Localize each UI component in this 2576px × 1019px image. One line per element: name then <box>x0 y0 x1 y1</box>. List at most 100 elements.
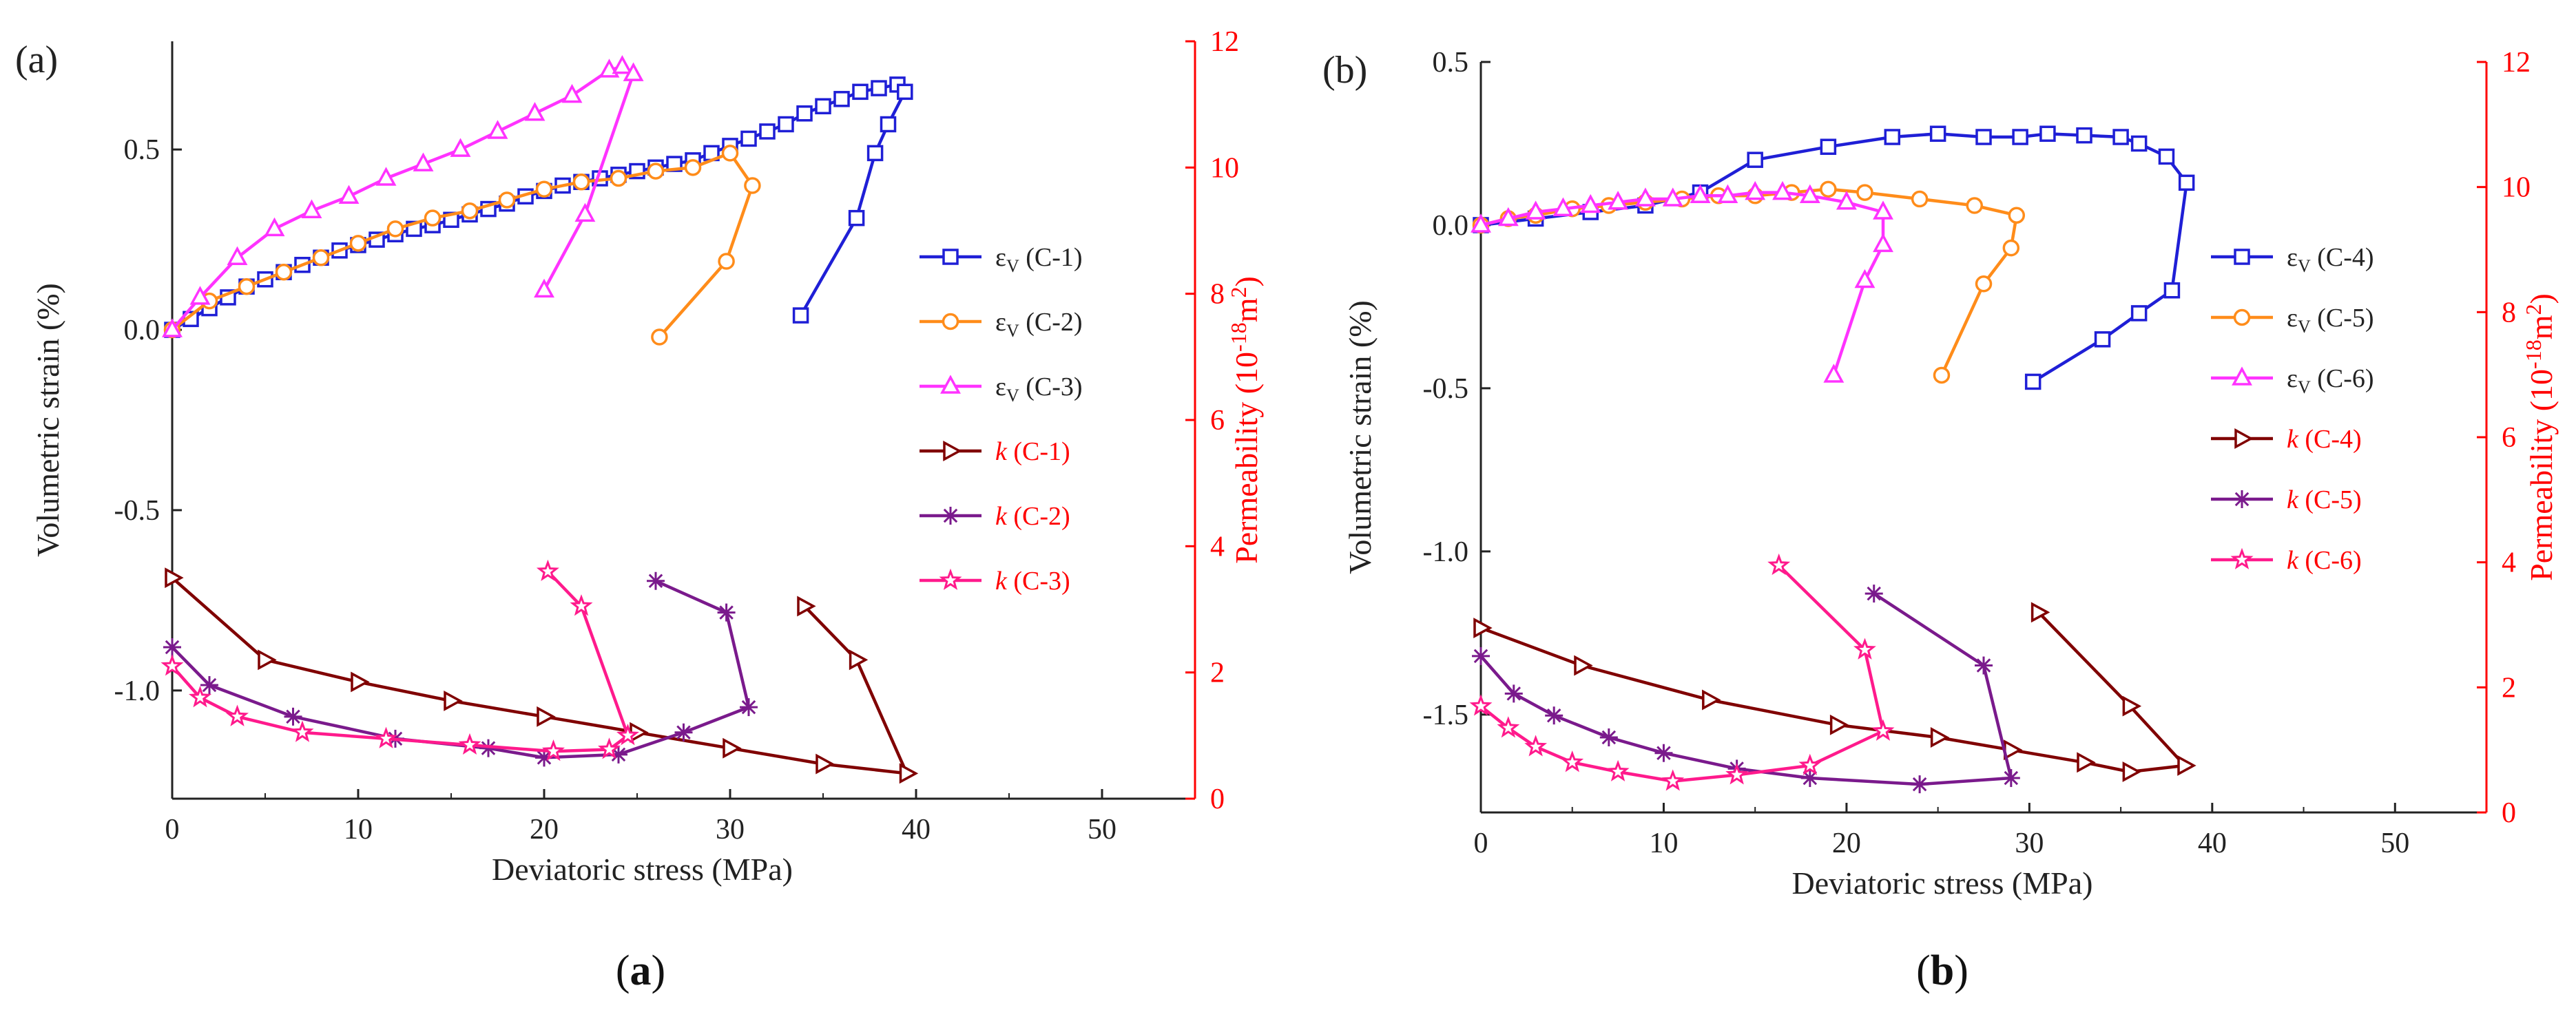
panel-b-series-3 <box>1471 180 1893 383</box>
panel-b-data-point <box>2112 129 2129 145</box>
panel-a-series-line <box>171 151 754 338</box>
panel-b-legend-marker <box>2233 308 2251 326</box>
panel-a-data-point <box>238 277 256 295</box>
panel-b-data-point <box>1767 553 1791 576</box>
panel-a-y2-tick-label: 10 <box>1210 152 1239 184</box>
panel-a-data-point <box>759 123 776 140</box>
panel-b-data-point <box>1725 763 1749 785</box>
panel-a-data-point <box>718 253 735 270</box>
panel-a-y2-tick-label: 12 <box>1210 26 1239 58</box>
panel-a-data-point <box>226 704 249 726</box>
panel-a-legend-item: k (C-2) <box>920 502 1070 531</box>
panel-a-data-point <box>815 98 831 115</box>
panel-b-data-point <box>1472 647 1490 665</box>
panel-a-legend-item: εV (C-1) <box>920 243 1083 276</box>
panel-a-data-point <box>651 328 668 346</box>
panel-b-data-point <box>1911 775 1929 794</box>
panel-a-data-point <box>880 116 897 133</box>
panel-b-data-point <box>1911 190 1929 208</box>
panel-a-y-tick-label: 0.5 <box>124 134 160 166</box>
panel-b-y2-tick-label: 6 <box>2502 422 2516 454</box>
panel-a-y2-tick-label: 4 <box>1210 531 1225 563</box>
panel-a-chart: 0 10 20 30 40 50 -1.0 -0.5 0.0 0.5 0 2 4 6 8 10 12 Deviat… <box>15 26 1264 994</box>
panel-a-data-point <box>561 83 583 103</box>
panel-a-data-point <box>375 167 397 186</box>
panel-a-data-point <box>535 180 553 198</box>
panel-a-data-point <box>424 209 442 227</box>
panel-b-legend-marker <box>2232 366 2252 386</box>
panel-b-data-point <box>1574 655 1593 676</box>
panel-b-data-point <box>1873 233 1893 253</box>
panel-b-data-point <box>2077 752 2096 773</box>
panel-b-data-point <box>1745 180 1766 200</box>
panel-b-data-point <box>2130 135 2148 152</box>
panel-a-data-point <box>816 753 835 775</box>
panel-b-data-point <box>2130 305 2148 322</box>
panel-a-data-point <box>413 152 434 171</box>
panel-b-legend-label: k (C-5) <box>2287 485 2362 514</box>
panel-b-data-point <box>2122 695 2142 717</box>
panel-b-data-point <box>1975 129 1992 145</box>
panel-b-data-point <box>1471 213 1491 233</box>
panel-b-data-point <box>2163 282 2181 299</box>
panel-b-data-point <box>1469 694 1493 716</box>
panel-b-data-point <box>1747 151 1763 168</box>
panel-a-data-point <box>899 763 919 784</box>
panel-a-data-point <box>792 307 809 324</box>
panel-a-y2-tick-label: 8 <box>1210 279 1225 311</box>
panel-a-legend-label: k (C-1) <box>995 437 1070 466</box>
panel-b-x-tick-label: 0 <box>1474 828 1488 859</box>
panel-b-data-point <box>1504 684 1523 703</box>
panel-a-legend-item: εV (C-2) <box>920 308 1083 341</box>
panel-b-data-point <box>1975 656 1993 675</box>
panel-a-legend-label: k (C-3) <box>995 567 1070 596</box>
panel-a-legend-marker <box>940 375 961 394</box>
panel-a-legend-label: εV (C-2) <box>995 308 1083 341</box>
panel-a-data-point <box>570 594 593 616</box>
panel-a-data-point <box>162 318 183 337</box>
panel-b-data-point <box>1856 184 1873 201</box>
panel-a-data-point <box>897 83 913 101</box>
panel-b-legend-item: k (C-6) <box>2211 546 2362 575</box>
panel-a-legend-marker <box>942 313 959 330</box>
panel-b-data-point <box>1800 769 1819 788</box>
panel-b-series-line <box>1479 564 1885 783</box>
panel-a-data-point <box>721 145 739 162</box>
panel-a-data-point <box>848 209 865 227</box>
panel-a-data-point <box>160 654 184 676</box>
panel-a-series-line <box>171 576 908 775</box>
panel-a-data-point <box>610 169 627 187</box>
panel-b-data-point <box>1836 191 1857 210</box>
panel-a-data-point <box>778 116 794 133</box>
panel-b-series-4 <box>1473 602 2196 782</box>
panel-b-data-point <box>1717 184 1738 204</box>
panel-a-data-point <box>866 145 884 162</box>
panel-b-data-point <box>1933 366 1951 384</box>
panel-b-data-point <box>1599 728 1618 746</box>
panel-a-data-point <box>264 217 285 237</box>
panel-b-data-point <box>1524 735 1548 757</box>
panel-b-y2-tick-label: 4 <box>2502 547 2516 579</box>
panel-b-data-point <box>1654 744 1673 762</box>
panel-a-legend-item: εV (C-3) <box>920 372 1083 406</box>
panel-a-data-point <box>574 202 596 222</box>
panel-b-legend-marker <box>2233 490 2251 508</box>
panel-b-data-point <box>1497 716 1520 738</box>
panel-b-y-tick-label: -1.5 <box>1423 700 1469 731</box>
panel-a-data-point <box>189 286 211 305</box>
panel-a-data-point <box>740 698 758 717</box>
panel-a-legend-label: k (C-2) <box>995 502 1070 531</box>
panel-a-data-point <box>871 80 887 96</box>
panel-a-data-point <box>461 202 479 220</box>
panel-b-data-point <box>1799 184 1820 204</box>
panel-b-data-point <box>2158 148 2175 165</box>
panel-a-data-point <box>723 737 742 759</box>
panel-a-x-tick-label: 40 <box>902 814 931 845</box>
panel-a-data-point <box>338 185 360 204</box>
panel-a-data-point <box>797 596 816 617</box>
panel-b-y2-tick-label: 8 <box>2502 297 2516 328</box>
panel-a-y-tick-label: -0.5 <box>114 495 160 527</box>
panel-a-data-point <box>524 102 546 121</box>
panel-b-data-point <box>1662 187 1683 207</box>
